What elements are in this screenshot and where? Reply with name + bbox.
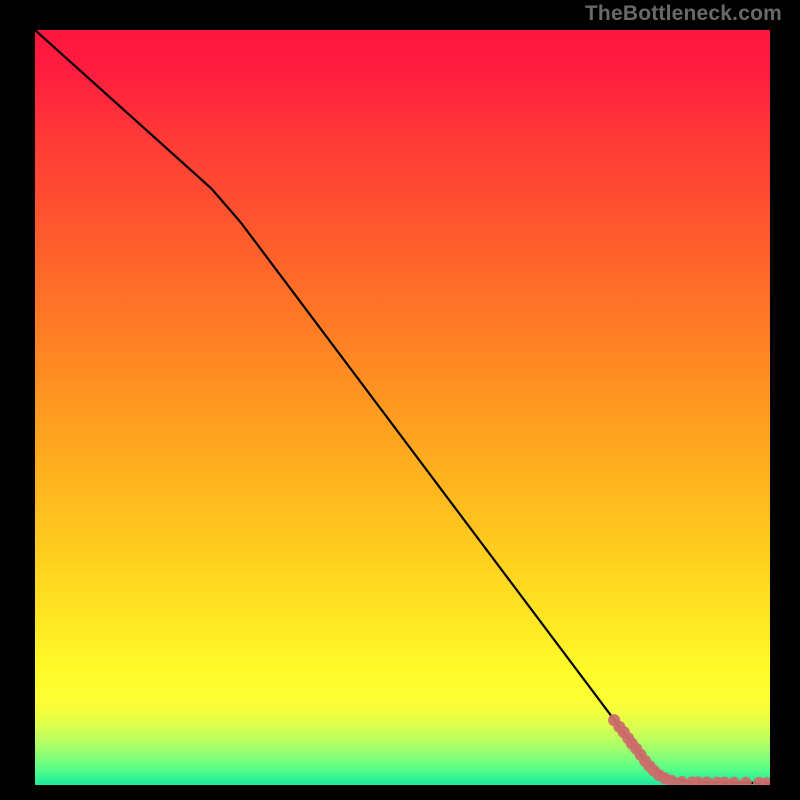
watermark-text: TheBottleneck.com: [585, 2, 782, 26]
plot-area: [35, 30, 770, 785]
gradient-background: [35, 30, 770, 785]
chart-svg: [35, 30, 770, 785]
frame: TheBottleneck.com: [0, 0, 800, 800]
